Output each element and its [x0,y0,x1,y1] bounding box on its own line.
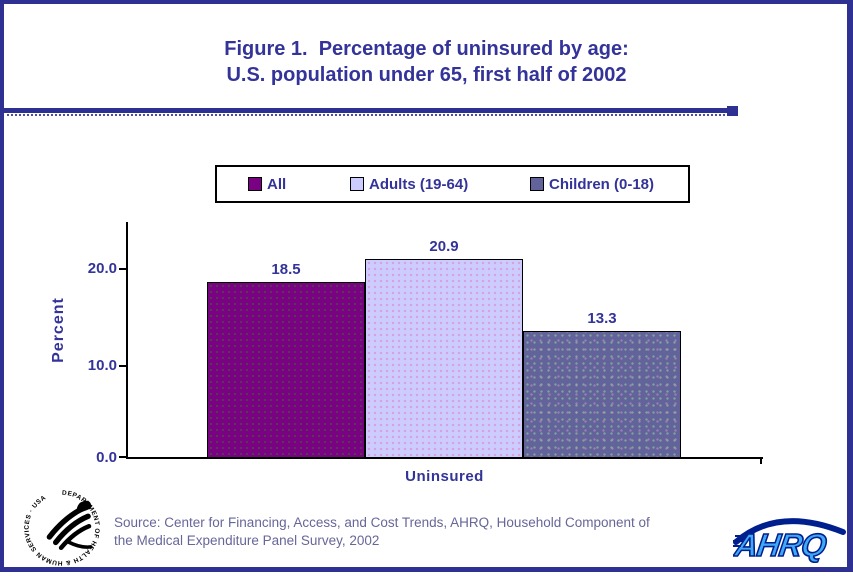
y-tick-label-0: 0.0 [96,449,117,466]
legend-label-adults: Adults (19-64) [369,175,469,193]
figure-title-line1: Figure 1. Percentage of uninsured by age… [224,38,629,60]
x-axis-title: Uninsured [405,468,484,485]
legend-swatch-adults [350,177,364,191]
legend-item-children: Children (0-18) [530,167,654,201]
bar-children [523,331,681,457]
bar-value-label-children: 13.3 [587,310,617,327]
frame-border-left [0,0,4,572]
figure-title-line2: U.S. population under 65, first half of … [226,64,627,86]
source-note-line1: Source: Center for Financing, Access, an… [114,515,650,530]
title-rule-dotted-shadow [2,114,737,116]
chart-legend: All Adults (19-64) Children (0-18) [215,165,690,203]
legend-swatch-all [248,177,262,191]
x-axis-end-tick [760,457,762,464]
hhs-seal-logo: DEPARTMENT OF HEALTH & HUMAN SERVICES · … [24,490,100,567]
hhs-eagle-head [76,500,92,514]
bar-all [207,282,365,457]
y-axis-line [126,222,128,459]
y-tick-label-10: 10.0 [87,357,117,374]
title-rule-endcap [727,106,738,116]
y-tick-10 [119,365,126,367]
y-tick-20 [119,268,126,270]
legend-item-all: All [248,167,286,201]
y-tick-label-20: 20.0 [87,260,117,277]
bar-adults [365,259,523,457]
frame-border-top [0,0,853,4]
ahrq-logo: AHRQ [733,518,846,564]
title-rule [0,108,738,113]
legend-label-children: Children (0-18) [549,175,655,193]
frame-border-right [847,0,853,572]
bar-value-label-adults: 20.9 [429,238,459,255]
ahrq-wordmark: AHRQ [733,527,829,563]
hhs-eagle-icon [46,503,93,551]
legend-swatch-children [530,177,544,191]
frame-border-bottom [0,567,853,572]
y-tick-0 [119,456,126,458]
legend-label-all: All [267,175,287,193]
ahrq-swoosh [733,518,846,545]
y-axis-title: Percent [50,297,67,363]
x-axis-line [126,457,763,459]
legend-item-adults: Adults (19-64) [350,167,468,201]
bar-value-label-all: 18.5 [271,261,301,278]
source-note-line2: the Medical Expenditure Panel Survey, 20… [114,533,380,548]
